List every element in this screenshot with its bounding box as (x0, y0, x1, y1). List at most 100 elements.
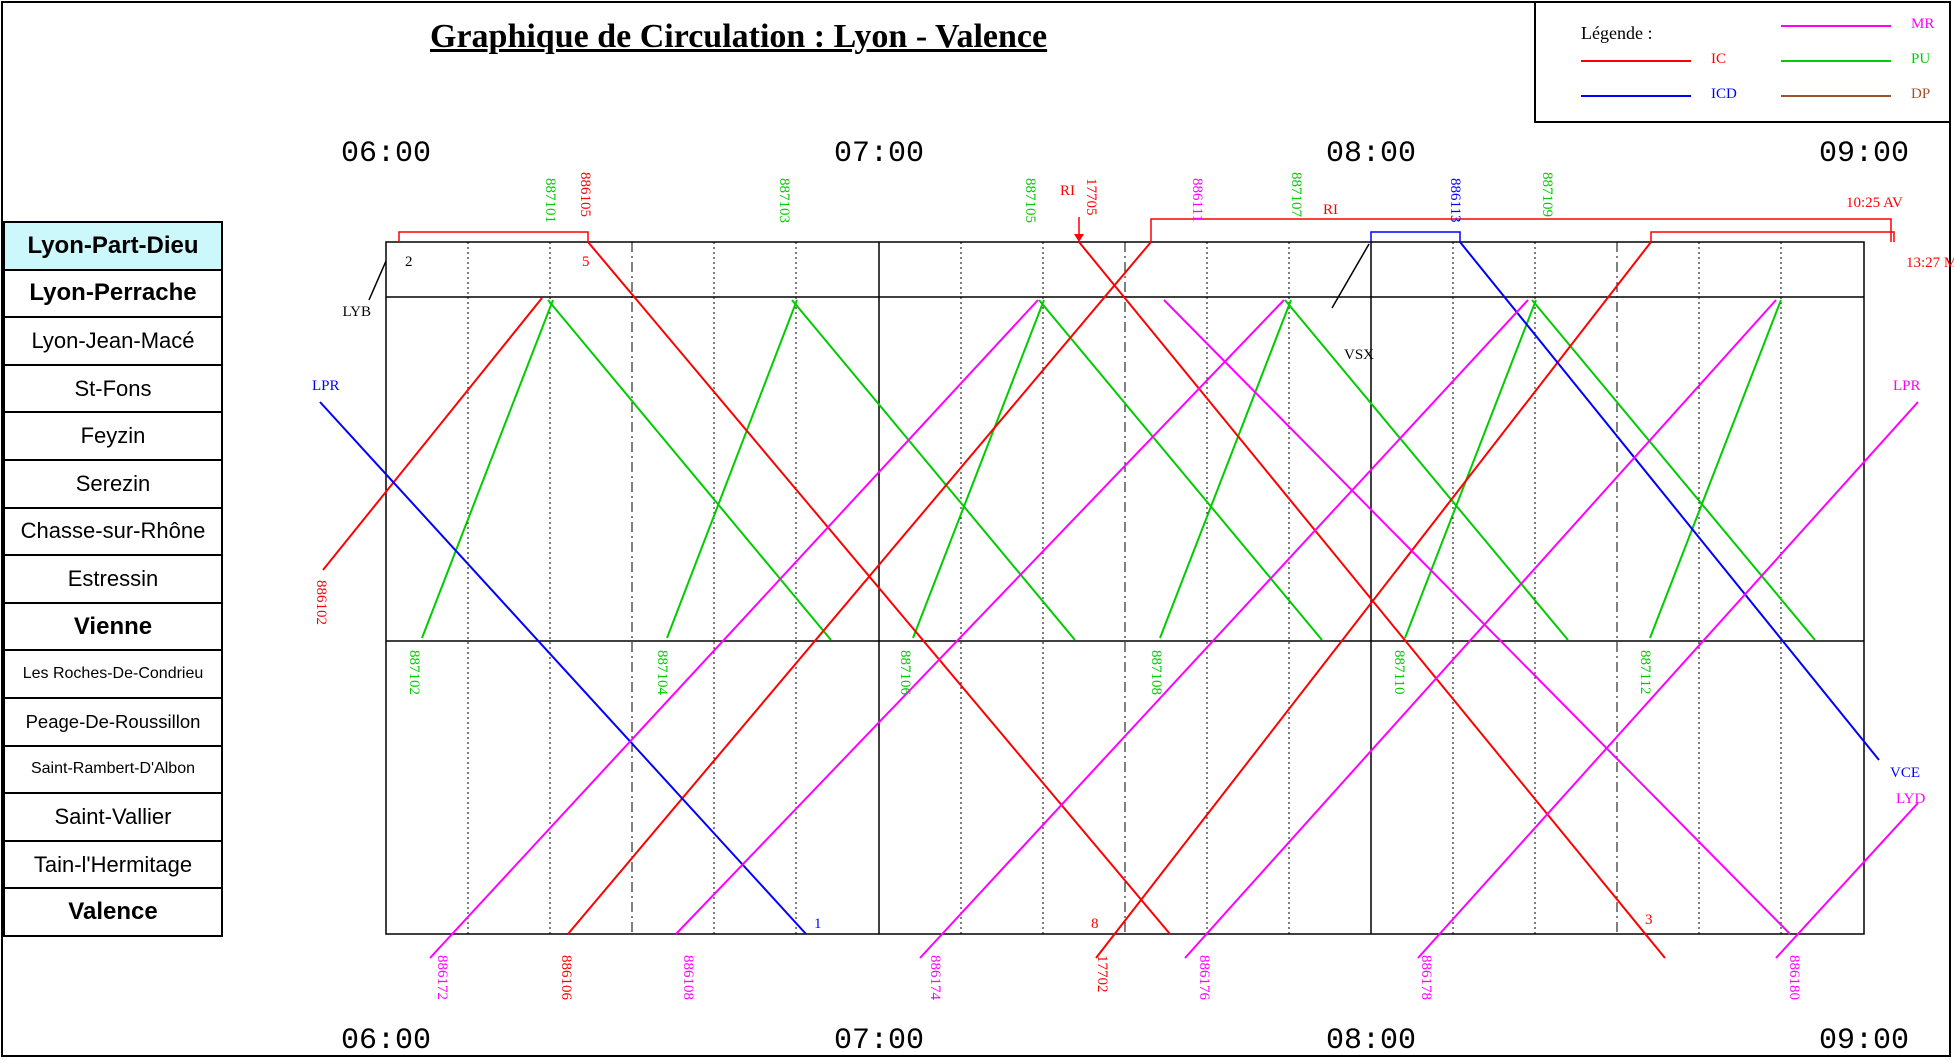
station-lyon-part-dieu: Lyon-Part-Dieu (3, 221, 223, 271)
train-886180-line (1775, 802, 1919, 959)
train-887109-line (1531, 299, 1816, 641)
label-lyd: LYD (1896, 791, 1925, 807)
legend: Légende : IC ICD MR PU DP (1534, 3, 1950, 123)
arrow-head-17705 (1074, 234, 1084, 242)
station-estressin: Estressin (3, 554, 223, 604)
train-number-887112: 887112 (1637, 650, 1653, 694)
train-number-887107: 887107 (1288, 172, 1304, 218)
station-list: Lyon-Part-Dieu Lyon-Perrache Lyon-Jean-M… (3, 221, 223, 937)
train-number-17702: 17702 (1094, 955, 1110, 993)
legend-line-dp (1781, 95, 1891, 97)
label-vsx: VSX (1344, 347, 1374, 363)
legend-line-mr (1781, 25, 1891, 27)
lyb-pointer (368, 260, 387, 301)
train-886174-line (919, 299, 1529, 959)
legend-item-dp: DP (1781, 85, 1954, 105)
legend-item-mr: MR (1781, 15, 1954, 35)
label-lpr-right: LPR (1893, 378, 1921, 394)
label-lyb: LYB (343, 304, 372, 320)
train-number-887104: 887104 (654, 650, 670, 696)
legend-line-ic (1581, 60, 1691, 62)
train-number-17705: 17705 (1083, 178, 1099, 216)
station-feyzin: Feyzin (3, 411, 223, 461)
train-17702-line (1095, 241, 1652, 959)
legend-label-icd: ICD (1711, 86, 1737, 102)
train-number-886106: 886106 (558, 955, 574, 1001)
station-les-roches-de-condrieu: Les Roches-De-Condrieu (3, 649, 223, 699)
station-saint-rambert-d-albon: Saint-Rambert-D'Albon (3, 744, 223, 795)
train-number-887103: 887103 (776, 178, 792, 223)
label-ri-2: RI (1323, 202, 1338, 218)
legend-line-pu (1781, 60, 1891, 62)
time-top-0900: 09:00 (1819, 137, 1909, 171)
vsx-pointer (1331, 243, 1370, 309)
bracket-886105 (398, 231, 589, 242)
label-ri-1: RI (1060, 183, 1075, 199)
track-number-2: 2 (405, 254, 413, 270)
legend-label-ic: IC (1711, 51, 1726, 67)
train-number-886180: 886180 (1786, 955, 1802, 1000)
train-887106-line (912, 299, 1045, 639)
train-number-887108: 887108 (1148, 650, 1164, 695)
time-bottom-0900: 09:00 (1819, 1024, 1909, 1058)
legend-title: Légende : (1581, 23, 1653, 43)
train-887101-line (547, 299, 832, 641)
time-bottom-0800: 08:00 (1326, 1024, 1416, 1058)
legend-item-ic: IC (1581, 50, 1781, 70)
station-peage-de-roussillon: Peage-De-Roussillon (3, 696, 223, 747)
station-st-fons: St-Fons (3, 363, 223, 414)
train-887112-line (1649, 299, 1782, 639)
train-number-886111: 886111 (1189, 178, 1205, 222)
station-chasse-sur-rhone: Chasse-sur-Rhône (3, 506, 223, 557)
label-1025: 10:25 AV (1846, 195, 1903, 211)
train-886113-line (1459, 241, 1880, 761)
train-887107-line (1284, 299, 1569, 641)
train-886172-line (429, 299, 1039, 959)
station-serezin: Serezin (3, 458, 223, 509)
grid (385, 241, 1865, 935)
track-number-3: 3 (1645, 912, 1653, 928)
train-886105-line (587, 241, 1171, 935)
bracket-886113 (1370, 231, 1461, 242)
station-valence: Valence (3, 887, 223, 937)
station-lyon-jean-mace: Lyon-Jean-Macé (3, 316, 223, 366)
train-886108-line (675, 299, 1285, 935)
train-icd-lpr-line (319, 401, 807, 935)
label-vce: VCE (1890, 765, 1920, 781)
train-887105-line (1038, 299, 1323, 641)
legend-line-icd (1581, 95, 1691, 97)
train-886178-line (1417, 401, 1919, 959)
train-886106-line (567, 241, 1152, 935)
train-887103-line (791, 299, 1076, 641)
train-number-887102: 887102 (406, 650, 422, 695)
train-number-886108: 886108 (680, 955, 696, 1000)
train-number-886172: 886172 (434, 955, 450, 1000)
track-number-8: 8 (1091, 916, 1099, 932)
train-887110-line (1404, 299, 1537, 639)
train-886102-line (322, 297, 543, 571)
train-886176-line (1184, 299, 1777, 959)
track-number-5: 5 (582, 254, 590, 270)
train-number-887101: 887101 (542, 178, 558, 223)
train-number-887106: 887106 (897, 650, 913, 696)
bracket-ri-2 (1650, 231, 1895, 242)
train-number-886176: 886176 (1196, 955, 1212, 1001)
train-number-886178: 886178 (1418, 955, 1434, 1000)
train-mr-descending-line (1163, 299, 1791, 935)
label-1327: 13:27 M (1906, 255, 1954, 271)
train-number-886174: 886174 (927, 955, 943, 1001)
train-number-887105: 887105 (1022, 178, 1038, 223)
train-number-886102: 886102 (313, 580, 329, 625)
legend-label-pu: PU (1911, 51, 1931, 67)
train-number-887109: 887109 (1539, 172, 1555, 217)
train-887104-line (666, 299, 798, 639)
time-bottom-0600: 06:00 (341, 1024, 431, 1058)
label-lpr-left: LPR (312, 378, 340, 394)
legend-item-pu: PU (1781, 50, 1954, 70)
train-number-886113: 886113 (1447, 178, 1463, 222)
time-top-0600: 06:00 (341, 137, 431, 171)
legend-label-dp: DP (1911, 86, 1931, 102)
track-number-1: 1 (814, 916, 822, 932)
